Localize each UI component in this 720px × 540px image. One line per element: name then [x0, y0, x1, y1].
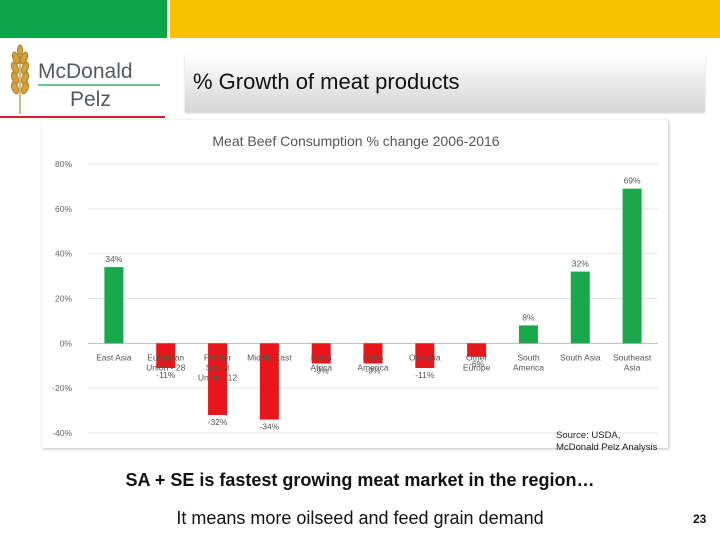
- bar: [259, 343, 279, 420]
- source-note: Source: USDA, McDonald Pelz Analysis: [556, 430, 657, 453]
- slide-title-box: % Growth of meat products: [185, 54, 705, 112]
- category-label: Union - 28: [146, 362, 185, 372]
- chart-title: Meat Beef Consumption % change 2006-2016: [212, 133, 499, 149]
- logo-text-line1: McDonald: [38, 60, 133, 83]
- y-tick-label: 60%: [55, 204, 72, 214]
- header-yellow-band: [170, 0, 720, 38]
- category-label: Union - 12: [198, 372, 237, 382]
- data-label: 69%: [624, 176, 641, 186]
- bar: [518, 325, 538, 344]
- bar: [311, 343, 331, 364]
- category-label: Europe: [463, 362, 491, 372]
- data-label: -9%: [314, 366, 330, 376]
- bar: [570, 271, 590, 344]
- category-label: North: [311, 352, 332, 362]
- headline-caption: SA + SE is fastest growing meat market i…: [125, 470, 595, 490]
- category-label: Asia: [624, 362, 641, 372]
- data-label: 32%: [572, 259, 589, 269]
- source-line-1: Source: USDA,: [556, 430, 621, 441]
- category-label: South: [517, 352, 539, 362]
- chart-frame: Meat Beef Consumption % change 2006-2016…: [42, 120, 668, 448]
- y-tick-label: -20%: [52, 383, 72, 393]
- category-label: East Asia: [96, 352, 132, 362]
- category-label: Middle East: [247, 352, 292, 362]
- category-label: Southeast: [613, 352, 652, 362]
- category-label: North: [363, 352, 384, 362]
- category-label: Soviet: [206, 362, 230, 372]
- category-label: Africa: [310, 362, 332, 372]
- y-tick-label: -40%: [52, 428, 72, 438]
- data-label: -34%: [259, 422, 279, 432]
- data-label: -32%: [208, 417, 228, 427]
- subline-caption: It means more oilseed and feed grain dem…: [176, 508, 544, 528]
- data-label: -6%: [469, 359, 485, 369]
- category-label: America: [513, 362, 544, 372]
- data-label: -11%: [156, 370, 176, 380]
- bar: [104, 267, 124, 344]
- y-tick-label: 40%: [55, 249, 72, 259]
- category-label: Former: [204, 352, 232, 362]
- y-tick-label: 20%: [55, 294, 72, 304]
- source-line-2: McDonald Pelz Analysis: [556, 441, 658, 453]
- bar-chart: Meat Beef Consumption % change 2006-2016…: [52, 133, 658, 438]
- data-label: 34%: [105, 254, 122, 264]
- logo-underline: [0, 116, 165, 118]
- slide-title: % Growth of meat products: [193, 69, 460, 94]
- page-number: 23: [693, 512, 707, 526]
- y-tick-label: 80%: [55, 159, 72, 169]
- wheat-icon: McDonald Pelz: [10, 44, 160, 114]
- bar: [156, 343, 176, 368]
- bar: [622, 188, 642, 344]
- company-logo: McDonald Pelz: [0, 44, 165, 116]
- category-label: South Asia: [560, 352, 601, 362]
- bar: [467, 343, 487, 357]
- bar: [208, 343, 228, 416]
- data-label: -9%: [365, 366, 381, 376]
- bar: [415, 343, 435, 368]
- data-label: 8%: [522, 312, 535, 322]
- bar: [363, 343, 383, 364]
- category-label: Oceania: [409, 352, 441, 362]
- data-label: -11%: [415, 370, 435, 380]
- header-green-band: [0, 0, 167, 38]
- logo-text-line2: Pelz: [70, 88, 111, 111]
- category-label: America: [357, 362, 388, 372]
- y-tick-label: 0%: [60, 338, 73, 348]
- category-label: European: [147, 352, 184, 362]
- category-label: Other: [466, 352, 487, 362]
